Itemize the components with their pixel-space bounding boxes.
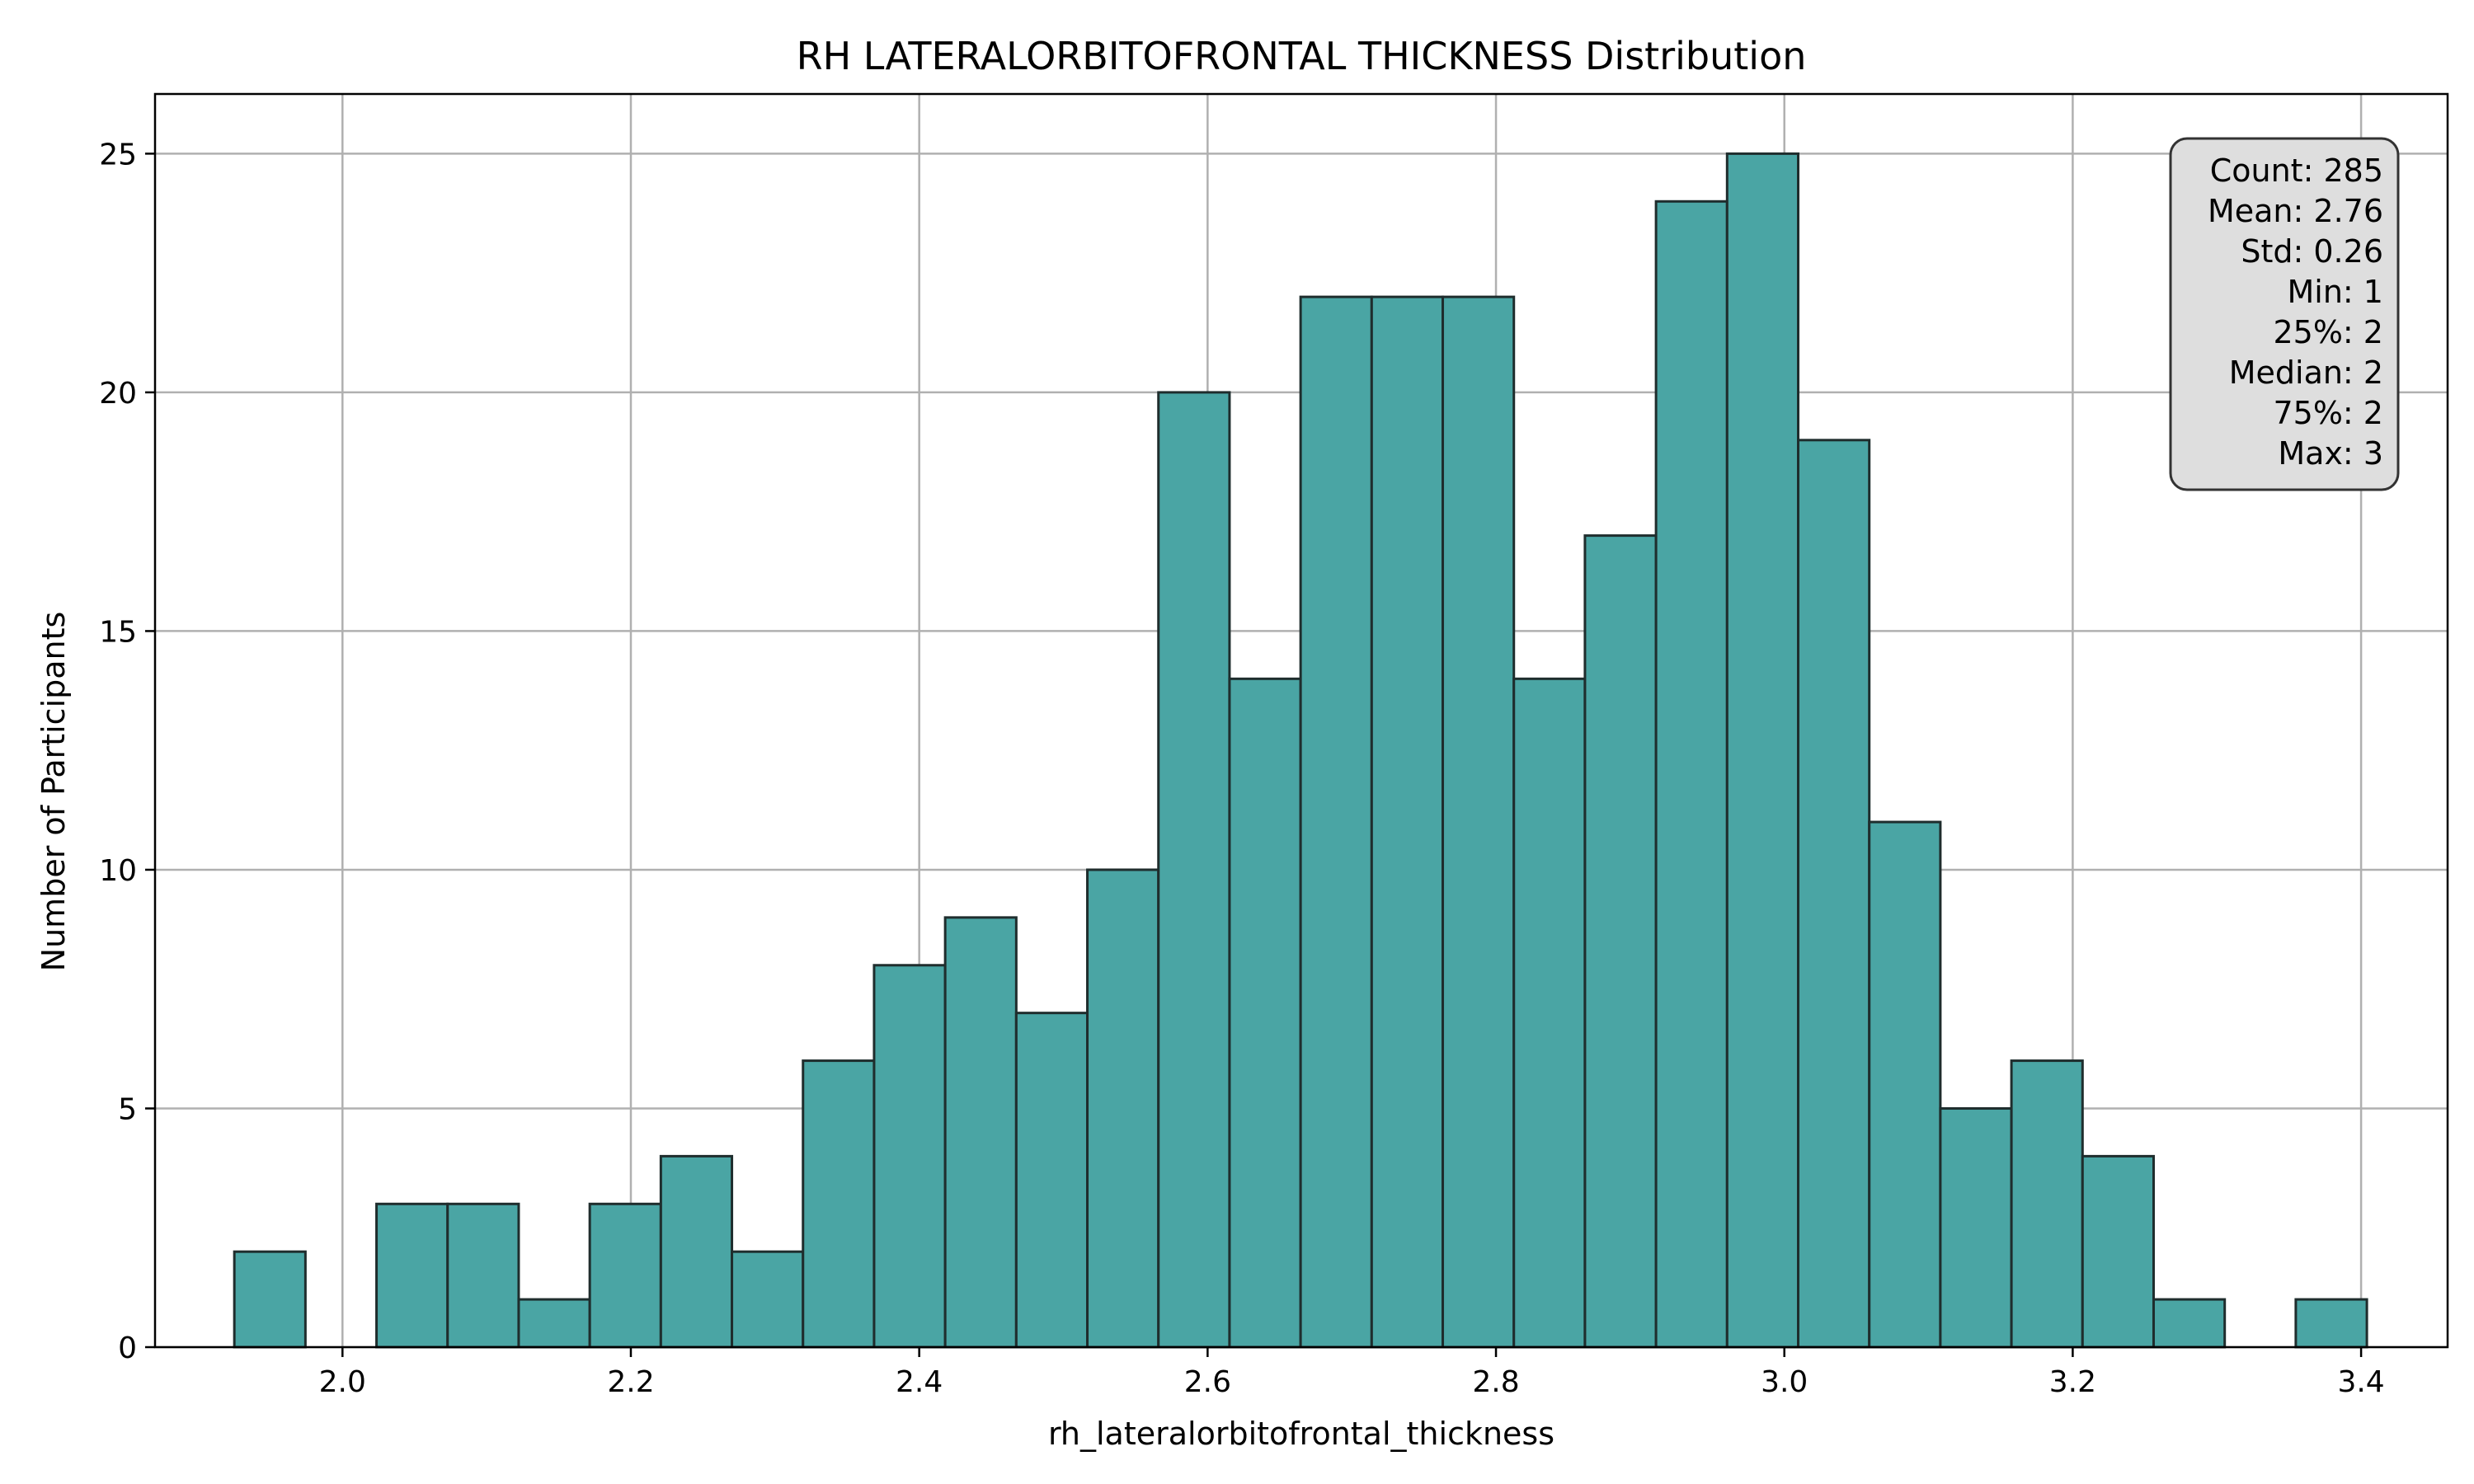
- histogram-bar: [2010, 1059, 2084, 1349]
- histogram-bar: [1868, 820, 1942, 1349]
- y-axis-label: Number of Participants: [35, 612, 72, 972]
- histogram-bar: [2152, 1298, 2227, 1349]
- histogram-bar: [1086, 868, 1160, 1349]
- y-tick-label: 10: [99, 854, 137, 888]
- histogram-bar: [1228, 677, 1302, 1349]
- histogram-bar: [731, 1250, 805, 1349]
- x-tick-label: 2.4: [896, 1365, 943, 1399]
- y-tick-label: 15: [99, 615, 137, 649]
- histogram-bar: [943, 916, 1018, 1349]
- stats-line: 75%: 2: [2273, 395, 2383, 431]
- stats-line: Mean: 2.76: [2208, 193, 2383, 229]
- histogram-bar: [802, 1059, 876, 1349]
- x-tick-label: 2.2: [607, 1365, 654, 1399]
- histogram-bar: [1370, 295, 1445, 1349]
- histogram-bar: [588, 1202, 662, 1349]
- x-axis-ticks: 2.0 2.2 2.4 2.6 2.8 3.0 3.2 3.4: [319, 1347, 2385, 1399]
- y-tick-label: 25: [99, 138, 137, 171]
- histogram-bar: [2294, 1298, 2368, 1349]
- histogram-bar: [1014, 1012, 1089, 1349]
- histogram-bar: [1299, 295, 1373, 1349]
- histogram-bar: [2081, 1154, 2155, 1349]
- histogram-bar: [1797, 439, 1871, 1349]
- x-tick-label: 2.0: [319, 1365, 366, 1399]
- stats-line: Median: 2: [2229, 355, 2383, 391]
- y-tick-label: 20: [99, 377, 137, 411]
- histogram-bar: [446, 1202, 520, 1349]
- plot-frame: [153, 92, 2449, 1349]
- histogram-bar: [872, 964, 947, 1349]
- histogram-bar: [659, 1154, 734, 1349]
- histogram-bar: [1512, 677, 1587, 1349]
- chart-title: RH LATERALORBITOFRONTAL THICKNESS Distri…: [797, 34, 1807, 78]
- histogram-bar: [375, 1202, 449, 1349]
- x-tick-label: 2.8: [1472, 1365, 1519, 1399]
- x-tick-label: 2.6: [1184, 1365, 1231, 1399]
- y-tick-label: 0: [118, 1331, 137, 1365]
- stats-line: 25%: 2: [2273, 314, 2383, 350]
- histogram-bar: [517, 1298, 591, 1349]
- histogram-bars: [233, 152, 2368, 1349]
- stats-box-background: [2169, 137, 2400, 491]
- histogram-bar: [1157, 391, 1231, 1349]
- stats-box: Count: 285 Mean: 2.76 Std: 0.26 Min: 1 25%: …: [2169, 137, 2400, 491]
- stats-line: Min: 1: [2288, 274, 2384, 310]
- x-tick-label: 3.2: [2049, 1365, 2096, 1399]
- y-tick-label: 5: [118, 1092, 137, 1126]
- histogram-bar: [1583, 534, 1658, 1349]
- histogram-bar: [1654, 200, 1729, 1349]
- x-axis-label: rh_lateralorbitofrontal_thickness: [1048, 1416, 1554, 1452]
- stats-line: Count: 285: [2210, 153, 2383, 189]
- stats-line: Max: 3: [2278, 435, 2383, 472]
- y-axis-ticks: 0 5 10 15 20 25: [99, 138, 155, 1365]
- histogram-bar: [1725, 152, 1800, 1349]
- stats-line: Std: 0.26: [2241, 233, 2383, 270]
- histogram-bar: [1939, 1106, 2013, 1349]
- histogram-bar: [233, 1250, 307, 1349]
- x-tick-label: 3.4: [2337, 1365, 2384, 1399]
- histogram-bar: [1442, 295, 1516, 1349]
- x-tick-label: 3.0: [1761, 1365, 1808, 1399]
